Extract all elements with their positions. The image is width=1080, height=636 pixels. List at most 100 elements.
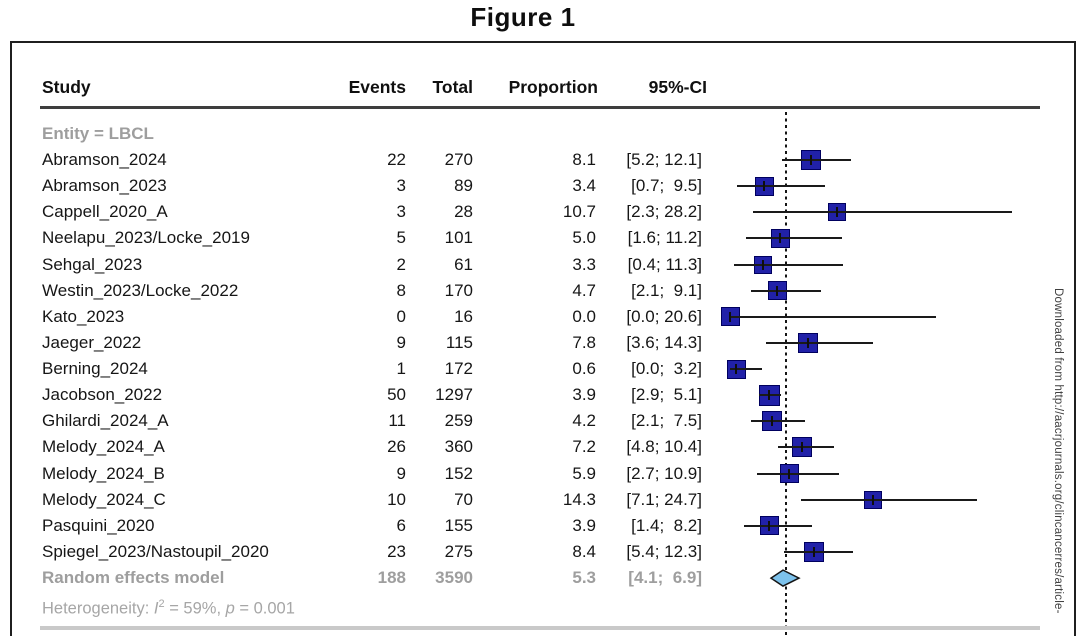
ci-value: [5.2; 12.1]: [626, 150, 702, 169]
estimate-tick: [729, 311, 731, 322]
ci-value: [3.6; 14.3]: [626, 333, 702, 352]
ci-line: [751, 289, 821, 292]
column-header-total: Total: [432, 77, 473, 97]
ci-line: [753, 211, 1012, 214]
ci-value: [4.8; 10.4]: [626, 437, 702, 456]
study-label: Melody_2024_C: [42, 490, 166, 509]
proportion-value: 3.9: [572, 516, 596, 535]
study-label: Jaeger_2022: [42, 333, 142, 352]
column-header-study: Study: [42, 77, 91, 97]
study-label: Neelapu_2023/Locke_2019: [42, 228, 250, 247]
p-symbol: p: [225, 599, 235, 618]
ci-line: [751, 420, 805, 423]
forest-plot-panel: [10, 41, 1076, 636]
ci-value: [1.4; 8.2]: [631, 516, 702, 535]
total-value: 1297: [435, 385, 473, 404]
estimate-tick: [801, 442, 803, 453]
estimate-tick: [872, 494, 874, 505]
proportion-value: 3.4: [572, 176, 596, 195]
estimate-tick: [768, 390, 770, 401]
proportion-value: 4.7: [572, 281, 596, 300]
column-header-ci: 95%-CI: [648, 77, 707, 97]
proportion-value: 3.9: [572, 385, 596, 404]
events-value: 1: [396, 359, 406, 378]
proportion-value: 8.4: [572, 542, 596, 561]
pooled-estimate-reference-line: [785, 112, 787, 636]
estimate-tick: [771, 416, 773, 427]
heterogeneity-prefix: Heterogeneity:: [42, 599, 154, 618]
ci-line: [766, 341, 873, 344]
study-label: Westin_2023/Locke_2022: [42, 281, 239, 300]
proportion-value: 7.8: [572, 333, 596, 352]
estimate-tick: [768, 520, 770, 531]
estimate-tick: [779, 233, 781, 244]
events-value: 22: [387, 150, 406, 169]
group-label: Entity = LBCL: [42, 124, 154, 143]
proportion-value: 10.7: [562, 202, 596, 221]
ci-line: [734, 263, 843, 266]
column-header-proportion: Proportion: [508, 77, 598, 97]
total-value: 115: [445, 333, 473, 352]
estimate-tick: [735, 364, 737, 375]
total-value: 155: [444, 516, 473, 535]
ci-value: [2.7; 10.9]: [626, 464, 702, 483]
download-watermark: Downloaded from http://aacrjournals.org/…: [1052, 288, 1064, 614]
events-value: 3: [396, 176, 406, 195]
ci-line: [784, 550, 853, 553]
events-value: 50: [387, 385, 406, 404]
total-value: 28: [454, 202, 473, 221]
study-label: Jacobson_2022: [42, 385, 163, 404]
i-squared-symbol: I: [153, 599, 159, 618]
events-value: 9: [396, 464, 406, 483]
ci-value: [7.1; 24.7]: [626, 490, 702, 509]
ci-value: [1.6; 11.2]: [627, 228, 702, 247]
ci-line: [737, 185, 825, 188]
events-value: 8: [396, 281, 406, 300]
proportion-value: 5.9: [572, 464, 596, 483]
ci-value: [0.4; 11.3]: [627, 255, 702, 274]
events-value: 3: [396, 202, 406, 221]
ci-value: [5.4; 12.3]: [626, 542, 702, 561]
proportion-value: 7.2: [572, 437, 596, 456]
study-label: Sehgal_2023: [42, 255, 143, 274]
estimate-tick: [776, 285, 778, 296]
study-label: Melody_2024_A: [42, 437, 165, 456]
estimate-tick: [763, 181, 765, 192]
ci-line: [757, 472, 839, 475]
ci-line: [730, 368, 762, 371]
proportion-value: 0.6: [572, 359, 596, 378]
total-value: 170: [444, 281, 473, 300]
events-value: 10: [387, 490, 406, 509]
proportion-value: 3.3: [572, 255, 596, 274]
study-label: Abramson_2024: [42, 150, 167, 169]
header-rule: [40, 106, 1040, 109]
estimate-tick: [813, 546, 815, 557]
events-value: 188: [377, 568, 406, 587]
ci-line: [782, 159, 851, 161]
proportion-value: 14.3: [562, 490, 596, 509]
total-value: 70: [454, 490, 473, 509]
ci-value: [0.0; 20.6]: [626, 307, 702, 326]
heterogeneity-mid: = 59%,: [164, 599, 226, 618]
proportion-value: 0.0: [572, 307, 596, 326]
proportion-value: 5.3: [572, 568, 596, 587]
total-value: 270: [444, 150, 473, 169]
total-value: 172: [444, 359, 473, 378]
column-header-events: Events: [348, 77, 406, 97]
events-value: 2: [396, 255, 406, 274]
estimate-tick: [807, 337, 809, 348]
total-value: 259: [444, 411, 473, 430]
pooled-row-label: Random effects model: [42, 568, 225, 587]
study-label: Kato_2023: [42, 307, 125, 326]
ci-value: [2.1; 7.5]: [631, 411, 702, 430]
total-value: 275: [444, 542, 473, 561]
study-label: Berning_2024: [42, 359, 148, 378]
events-value: 9: [396, 333, 406, 352]
total-value: 152: [444, 464, 473, 483]
heterogeneity-note: Heterogeneity: I2 = 59%, p = 0.001: [42, 594, 295, 619]
events-value: 5: [396, 228, 406, 247]
estimate-tick: [836, 207, 838, 218]
ci-line: [730, 315, 936, 318]
total-value: 101: [444, 228, 473, 247]
